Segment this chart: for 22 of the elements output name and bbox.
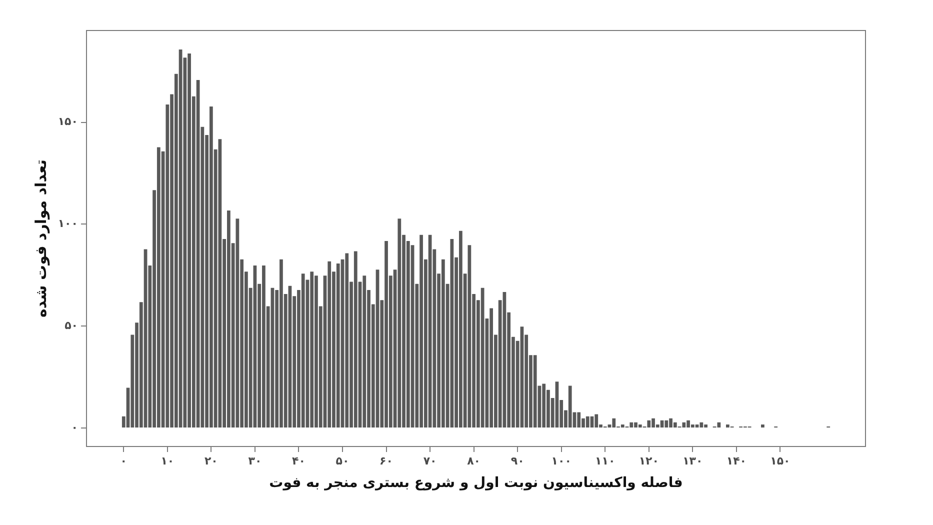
- x-tick-label: ۱۱۰: [595, 454, 616, 468]
- x-tick-label: ۹۰: [510, 454, 524, 468]
- x-tick-label: ۸۰: [467, 454, 481, 468]
- x-tick-label: ۷۰: [423, 454, 437, 468]
- y-tick-label: ۰: [71, 420, 78, 434]
- y-tick-label: ۱۵۰: [58, 115, 78, 128]
- x-tick-label: ۳۰: [248, 454, 262, 468]
- x-tick-label: ۲۰: [204, 454, 218, 468]
- y-tick-label: ۱۰۰: [58, 217, 78, 230]
- y-axis-title: تعداد موارد فوت شده: [32, 159, 50, 318]
- x-axis-title: فاصله واکسیناسیون نوبت اول و شروع بستری منجر به فوت: [269, 475, 683, 492]
- x-tick-label: ۴۰: [292, 454, 306, 468]
- x-tick-label: ۱۳۰: [682, 454, 703, 468]
- x-tick-label: ۰: [120, 454, 127, 468]
- x-tick-label: ۱۴۰: [726, 454, 747, 468]
- x-tick-label: ۱۵۰: [770, 454, 790, 468]
- x-tick-label: ۱۰: [160, 454, 174, 468]
- x-tick-label: ۱۲۰: [638, 454, 659, 468]
- x-tick-label: ۶۰: [380, 454, 393, 468]
- x-tick-label: ۱۰۰: [551, 454, 572, 468]
- y-tick-label: ۵۰: [64, 319, 78, 332]
- x-tick-label: ۵۰: [336, 454, 350, 468]
